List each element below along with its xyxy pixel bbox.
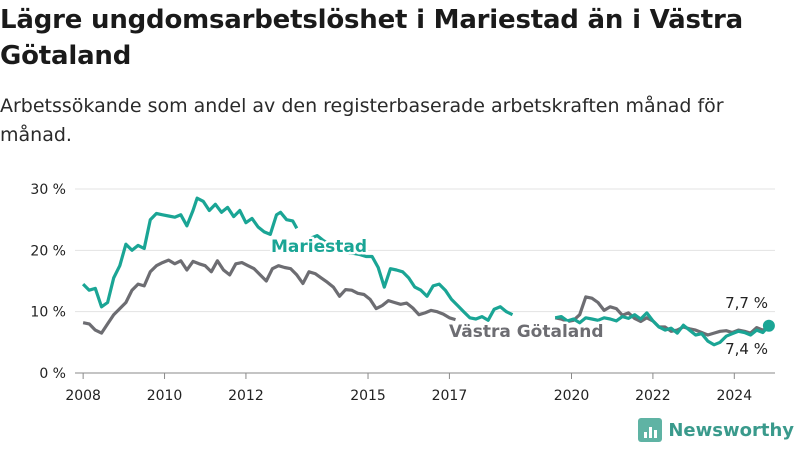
- newsworthy-logo: Newsworthy: [638, 416, 794, 444]
- x-tick-label: 2008: [65, 388, 101, 404]
- y-tick-label: 20 %: [30, 243, 66, 259]
- chart-title: Lägre ungdomsarbetslöshet i Mariestad än…: [0, 5, 743, 71]
- series-labels: Mariestad Västra Götaland 7,7 % 7,4 %: [269, 235, 775, 358]
- bar-chart-icon: [638, 418, 663, 442]
- x-axis: 2008 2010 2012 2015 2017 2020 2022 2024: [65, 373, 752, 404]
- series-line-vastra-gotaland: [82, 258, 456, 335]
- series-line-mariestad: [81, 196, 299, 309]
- chart-subtitle: Arbetssökande som andel av den registerb…: [0, 95, 724, 146]
- y-tick-label: 30 %: [30, 182, 66, 198]
- series-line-mariestad: [554, 311, 771, 347]
- series-line-mariestad: [310, 234, 514, 322]
- x-tick-label: 2022: [635, 388, 671, 404]
- x-tick-label: 2024: [716, 388, 752, 404]
- y-tick-label: 10 %: [30, 305, 66, 321]
- x-tick-label: 2012: [228, 388, 264, 404]
- y-axis: 0 % 10 % 20 % 30 %: [30, 182, 66, 382]
- end-value-label-vastra-gotaland: 7,4 %: [725, 340, 768, 358]
- end-value-label-mariestad: 7,7 %: [725, 294, 768, 312]
- y-tick-label: 0 %: [39, 366, 66, 382]
- end-point-marker: [762, 319, 775, 332]
- x-tick-label: 2010: [147, 388, 183, 404]
- x-tick-label: 2020: [554, 388, 590, 404]
- series-label-vastra-gotaland: Västra Götaland: [449, 322, 604, 342]
- x-tick-label: 2017: [432, 388, 468, 404]
- grid: [75, 188, 775, 374]
- series-label-mariestad: Mariestad: [271, 237, 367, 257]
- series-lines: [81, 196, 771, 347]
- x-tick-label: 2015: [350, 388, 386, 404]
- brand-name: Newsworthy: [668, 419, 794, 441]
